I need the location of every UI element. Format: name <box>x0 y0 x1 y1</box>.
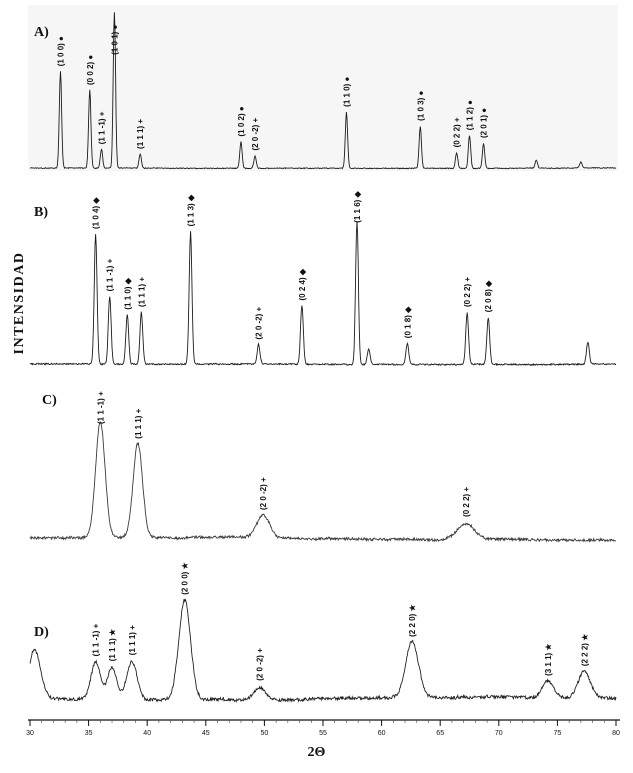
peak-label: (0 1 8) ◆ <box>403 306 412 338</box>
x-tick-label: 30 <box>26 730 34 737</box>
x-axis-label: 2Θ <box>307 745 326 760</box>
peak-label: (1 1 1) + <box>137 277 146 307</box>
peak-label: (0 2 2) + <box>462 487 471 517</box>
panel-label: D) <box>34 625 49 640</box>
x-tick-label: 65 <box>436 730 444 737</box>
peak-label: (1 0 1) ● <box>110 24 119 54</box>
x-tick-label: 70 <box>495 730 503 737</box>
x-tick-label: 75 <box>554 730 562 737</box>
peak-label: (1 1 -1) + <box>97 111 106 144</box>
peak-label: (0 2 2) + <box>453 117 462 147</box>
xrd-pattern-d <box>29 598 617 703</box>
peak-label: (0 0 2) ● <box>86 55 95 85</box>
peak-label: (1 1 -1) + <box>96 391 105 424</box>
panel-a-backdrop <box>28 5 618 171</box>
peak-label: (2 0 8) ◆ <box>484 280 493 312</box>
peak-label: (2 0 -2) + <box>251 118 260 151</box>
peak-label: (0 2 4) ◆ <box>298 268 307 300</box>
x-tick-label: 80 <box>612 730 620 737</box>
x-tick-label: 60 <box>378 730 386 737</box>
peak-label: (1 0 0) ● <box>56 36 65 66</box>
peak-label: (1 1 2) ● <box>466 100 475 130</box>
xrd-pattern-b <box>29 221 617 367</box>
peak-label: (1 1 0) ◆ <box>123 277 132 309</box>
peak-label: (1 1 3) ◆ <box>187 194 196 226</box>
peak-label: (2 0 1) ● <box>480 108 489 138</box>
peak-label: (1 1 1) ★ <box>108 628 117 661</box>
peak-label: (1 0 2) ● <box>237 106 246 136</box>
peak-label: (1 1 0) ● <box>342 76 351 106</box>
peak-label: (1 1 -1) + <box>92 623 101 656</box>
peak-label: (2 2 2) ★ <box>580 633 589 666</box>
x-tick-label: 45 <box>202 730 210 737</box>
peak-label: (2 2 0) ★ <box>408 604 417 637</box>
peak-label: (2 0 -2) + <box>255 306 264 339</box>
x-tick-label: 35 <box>85 730 93 737</box>
peak-label: (1 1 6) ◆ <box>353 190 362 222</box>
panel-label: B) <box>34 205 48 220</box>
panel-label: C) <box>42 393 57 408</box>
xrd-pattern-c <box>29 421 617 543</box>
peak-label: (1 1 1) + <box>136 119 145 149</box>
peak-label: (0 2 2) + <box>463 277 472 307</box>
peak-label: (3 1 1) ★ <box>544 643 553 676</box>
peak-label: (2 0 0) ★ <box>181 561 190 594</box>
xrd-pattern-a <box>29 12 617 170</box>
peak-label: (2 0 -2) + <box>259 477 268 510</box>
peak-label: (1 1 1) + <box>134 408 143 438</box>
peak-label: (1 1 -1) + <box>106 258 115 291</box>
peak-label: (1 1 1) + <box>128 625 137 655</box>
x-tick-label: 55 <box>319 730 327 737</box>
x-tick-label: 50 <box>261 730 269 737</box>
x-tick-label: 40 <box>143 730 151 737</box>
peak-label: (1 0 4) ◆ <box>92 197 101 229</box>
peak-label: (2 0 -2) + <box>256 648 265 681</box>
peak-label: (1 0 3) ● <box>416 91 425 121</box>
panel-label: A) <box>34 25 49 40</box>
